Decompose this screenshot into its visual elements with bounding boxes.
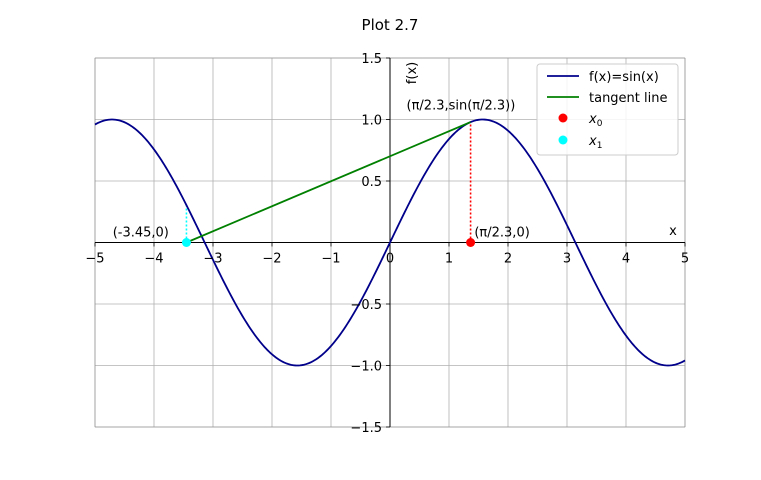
x-tick-label: 4	[622, 252, 630, 267]
x-tick-label: −1	[321, 252, 340, 267]
y-tick-label: −0.5	[350, 298, 382, 313]
legend: f(x)=sin(x) tangent line x0 x1	[536, 63, 679, 156]
legend-x0-label: x0	[588, 112, 603, 129]
series-tangent-line	[186, 121, 471, 244]
x-tick-label: 3	[563, 252, 571, 267]
y-tick-label: 1.5	[361, 52, 382, 67]
legend-x1-label: x1	[588, 134, 602, 151]
x-tick-label: 0	[386, 252, 394, 267]
chart-title: Plot 2.7	[362, 16, 419, 34]
x-axis-label: x	[669, 224, 677, 239]
legend-box	[536, 63, 679, 156]
annotations: (π/2.3,sin(π/2.3)) (π/2.3,0) (-3.45,0)	[113, 99, 530, 241]
y-tick-label: 1.0	[361, 114, 382, 129]
y-tick-label: −1.0	[350, 360, 382, 375]
series-sin-line	[94, 118, 686, 367]
legend-tangent-label: tangent line	[589, 91, 667, 106]
point-x1	[181, 238, 191, 247]
tick-labels: −5 −4 −3 −2 −1 0 1 2 3 4 5 −1.5 −1.0 −0.5 0.5 1.0 1.5	[85, 52, 689, 436]
x-tick-label: 5	[681, 252, 689, 267]
x-tick-label: −3	[203, 252, 222, 267]
x-tick-label: −5	[85, 252, 104, 267]
x-tick-label: −4	[144, 252, 163, 267]
x-tick-label: −2	[262, 252, 281, 267]
annotation-1: (π/2.3,0)	[474, 225, 529, 240]
y-axis-label: f(x)	[405, 62, 420, 84]
legend-x0-swatch	[558, 113, 568, 123]
series-layer	[94, 118, 686, 367]
y-tick-label: 0.5	[361, 175, 382, 190]
point-x0	[466, 238, 476, 247]
annotation-0: (π/2.3,sin(π/2.3))	[407, 99, 516, 114]
legend-x1-swatch	[558, 135, 568, 145]
annotation-2: (-3.45,0)	[113, 225, 169, 240]
x-tick-label: 1	[445, 252, 453, 267]
y-tick-label: −1.5	[350, 421, 382, 436]
x-tick-label: 2	[504, 252, 512, 267]
legend-sin-label: f(x)=sin(x)	[589, 70, 659, 85]
